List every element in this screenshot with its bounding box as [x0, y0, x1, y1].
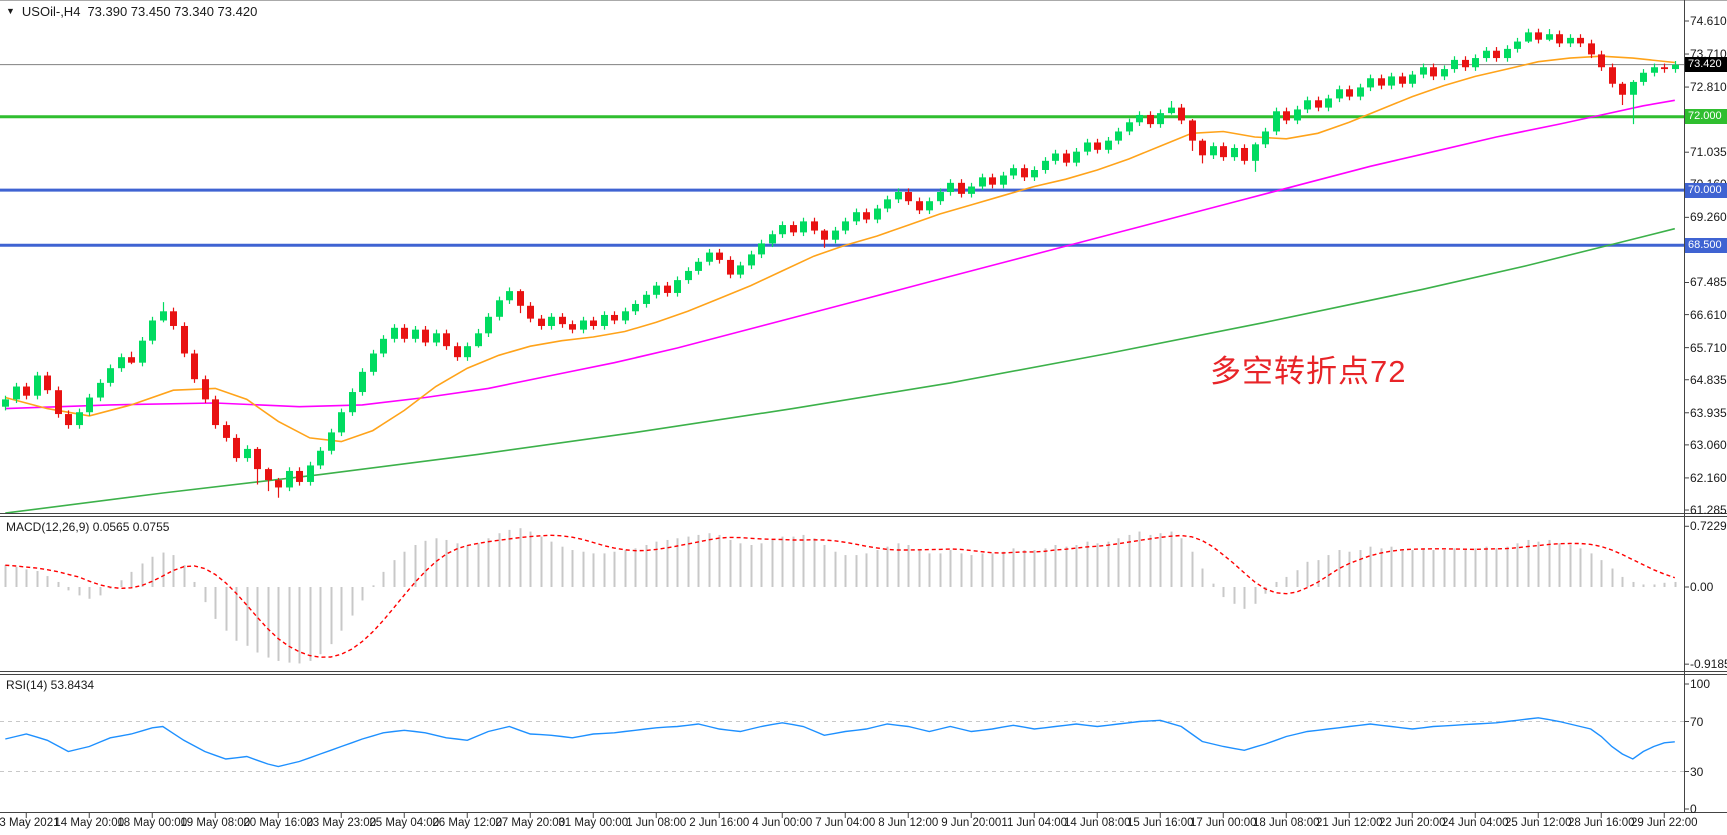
one-click-trading-toggle-icon[interactable]: ▼: [6, 6, 15, 16]
chart-annotation-text[interactable]: 多空转折点72: [1210, 354, 1407, 389]
symbol-timeframe-label: USOil-,H4: [21, 4, 81, 19]
macd-indicator-label: MACD(12,26,9) 0.0565 0.0755: [6, 520, 170, 534]
chart-header: ▼ USOil-,H4 73.390 73.450 73.340 73.420: [6, 4, 257, 19]
ohlc-values: 73.390 73.450 73.340 73.420: [87, 4, 258, 19]
rsi-indicator-label: RSI(14) 53.8434: [6, 678, 95, 692]
